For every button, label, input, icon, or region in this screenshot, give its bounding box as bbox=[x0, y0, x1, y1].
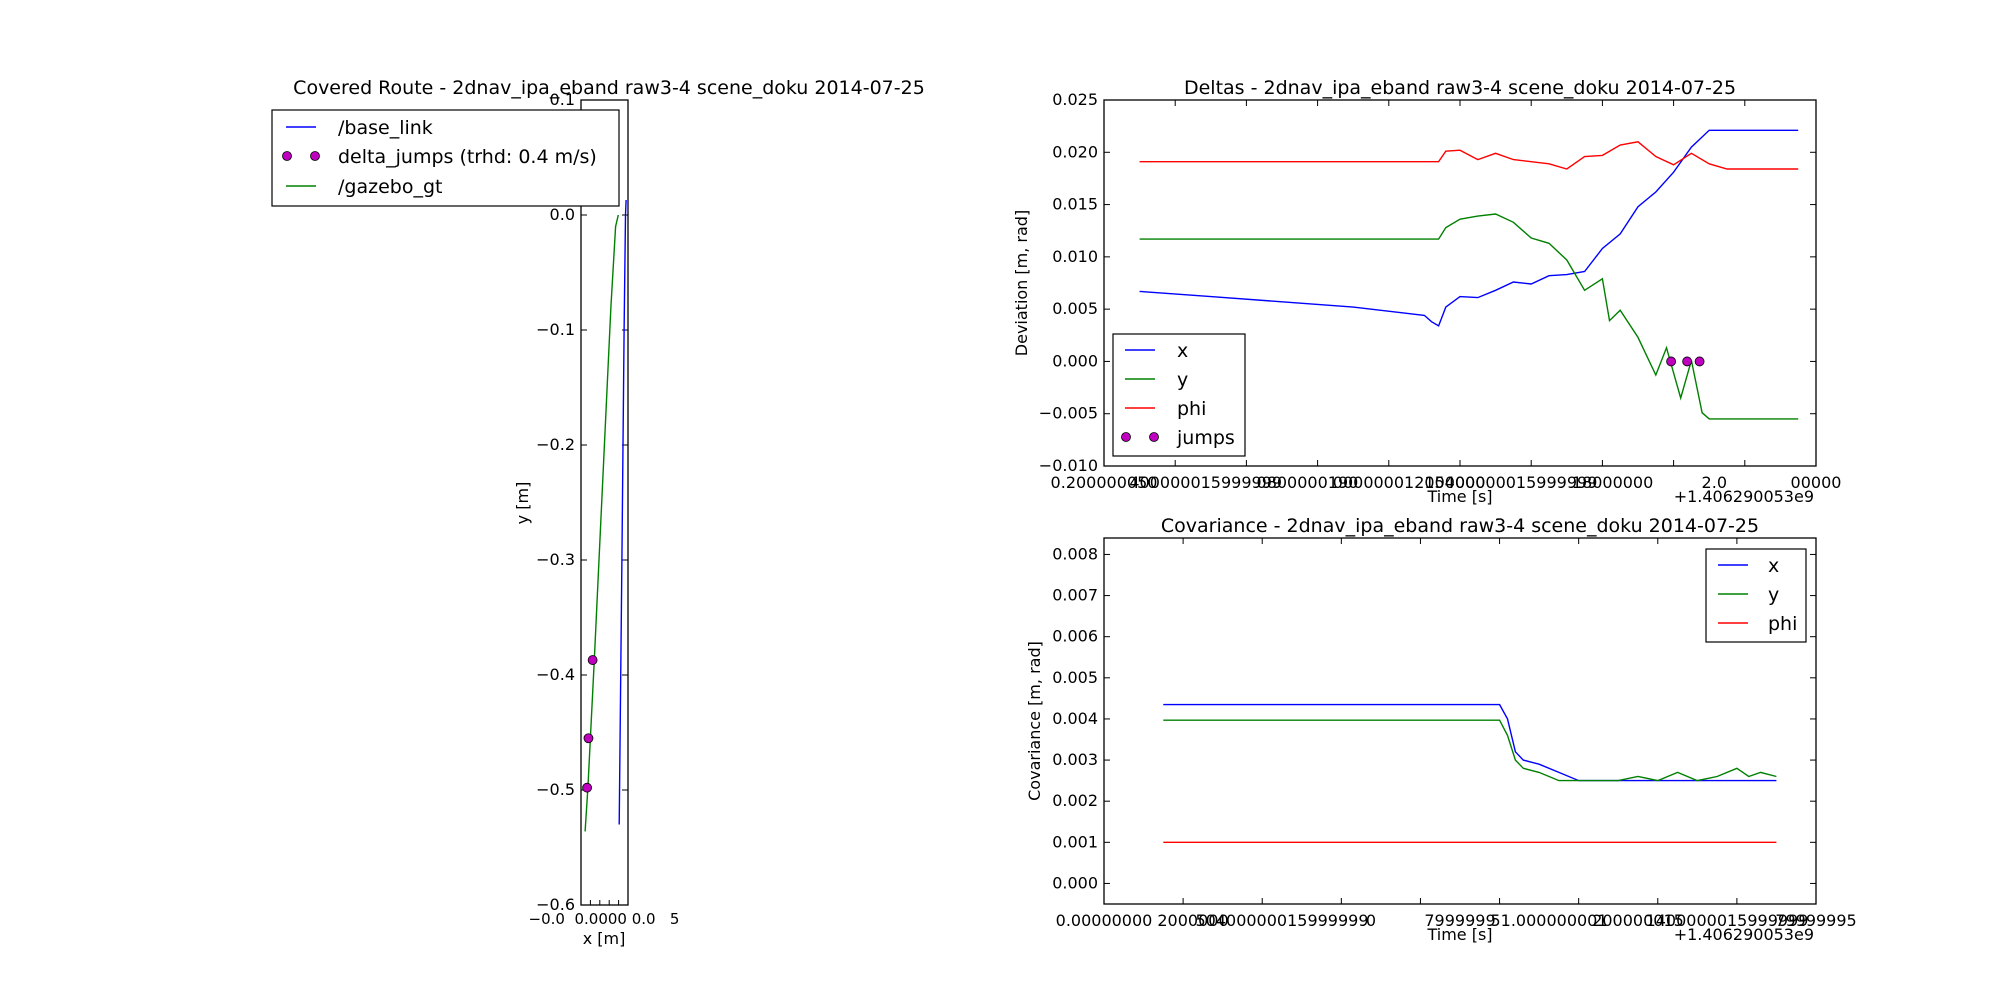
covariance-chart: Covariance - 2dnav_ipa_eband raw3-4 scen… bbox=[1025, 515, 1857, 944]
deltas-legend-label-jumps: jumps bbox=[1176, 427, 1235, 449]
deltas-offset-label: +1.406290053e9 bbox=[1674, 487, 1814, 506]
x-tick-label: 79999995 bbox=[1775, 911, 1856, 930]
y-tick-label: 0.003 bbox=[1052, 750, 1098, 769]
y-tick-label: 0.000 bbox=[1052, 873, 1098, 892]
deltas-chart-title: Deltas - 2dnav_ipa_eband raw3-4 scene_do… bbox=[1184, 77, 1736, 99]
y-tick-label: 0.020 bbox=[1052, 142, 1098, 161]
covariance-legend: x y phi bbox=[1705, 548, 1807, 643]
series-line-x bbox=[1163, 703, 1777, 782]
x-tick-label: 000000012000000 bbox=[1333, 473, 1486, 492]
y-tick-label: 0.025 bbox=[1052, 90, 1098, 109]
jump-point bbox=[587, 655, 598, 665]
x-tick-label: 2.0 bbox=[1702, 473, 1727, 492]
y-tick-label: 0.005 bbox=[1052, 299, 1098, 318]
deltas-legend-label-phi: phi bbox=[1177, 398, 1206, 420]
jump-point bbox=[1694, 356, 1705, 367]
y-tick-label: 0.002 bbox=[1052, 791, 1098, 810]
deltas-y-axis: 0.025 0.020 0.015 0.010 0.005 0.000 −0.005 −0.0… bbox=[1039, 90, 1816, 475]
route-legend-box bbox=[271, 109, 620, 207]
x-tick-label: 0800000190 bbox=[1257, 473, 1359, 492]
y-tick-label: 0.0 bbox=[550, 205, 575, 224]
route-y-axis-label: y [m] bbox=[513, 482, 532, 525]
jump-point bbox=[582, 782, 592, 793]
x-tick-label: 00000 bbox=[1791, 473, 1842, 492]
route-legend-marker-jumps-b bbox=[310, 151, 320, 161]
route-x-tick-labels: −0.0 0.0000 0.0 5 bbox=[529, 910, 680, 928]
route-x-axis-label: x [m] bbox=[583, 929, 626, 948]
y-tick-label: 0.005 bbox=[1052, 668, 1098, 687]
series-line-phi bbox=[1139, 141, 1799, 170]
series-line-y bbox=[1163, 719, 1777, 782]
deltas-x-axis: 0.20000005040000001599999908000001900000… bbox=[1051, 100, 1842, 492]
x-tick-label: 0 bbox=[1366, 911, 1376, 930]
y-tick-label: 0.007 bbox=[1052, 586, 1098, 605]
y-tick-label: 0.000 bbox=[1052, 351, 1098, 370]
x-tick-label: 2000000 bbox=[1157, 911, 1228, 930]
y-tick-label: −0.4 bbox=[536, 665, 575, 684]
covariance-chart-title: Covariance - 2dnav_ipa_eband raw3-4 scen… bbox=[1161, 515, 1759, 537]
jump-point bbox=[1666, 356, 1677, 367]
route-chart: Covered Route - 2dnav_ipa_eband raw3-4 s… bbox=[271, 77, 925, 948]
y-tick-label: 0.001 bbox=[1052, 832, 1098, 851]
deltas-legend-label-x: x bbox=[1177, 340, 1188, 362]
jump-point bbox=[583, 733, 594, 744]
covariance-legend-label-phi: phi bbox=[1768, 613, 1797, 635]
y-tick-label: 0.010 bbox=[1052, 247, 1098, 266]
covariance-x-axis-label: Time [s] bbox=[1426, 925, 1492, 944]
y-tick-label: 0.1 bbox=[550, 90, 575, 109]
y-tick-label: 0.008 bbox=[1052, 544, 1098, 563]
covariance-legend-label-x: x bbox=[1768, 555, 1779, 577]
covariance-y-axis: 0.008 0.007 0.006 0.005 0.004 0.003 0.002 0.001… bbox=[1052, 544, 1816, 892]
deltas-legend-marker-jumps-a bbox=[1121, 432, 1131, 442]
jump-point bbox=[1682, 356, 1693, 367]
x-tick-label: 7999999 bbox=[1424, 911, 1495, 930]
y-tick-label: 0.006 bbox=[1052, 627, 1098, 646]
deltas-x-axis-label: Time [s] bbox=[1426, 487, 1492, 506]
series-line-y bbox=[1139, 213, 1799, 420]
deltas-legend: x y phi jumps bbox=[1112, 333, 1246, 457]
route-chart-title: Covered Route - 2dnav_ipa_eband raw3-4 s… bbox=[293, 77, 925, 99]
y-tick-label: −0.1 bbox=[536, 320, 575, 339]
route-legend-label-base-link: /base_link bbox=[338, 117, 433, 139]
x-tick-label: 400000015999999 bbox=[1129, 473, 1282, 492]
x-tick-label: 200000015 bbox=[1592, 911, 1684, 930]
deltas-chart: Deltas - 2dnav_ipa_eband raw3-4 scene_do… bbox=[1012, 77, 1841, 506]
deltas-legend-label-y: y bbox=[1177, 369, 1188, 391]
deltas-legend-marker-jumps-b bbox=[1149, 432, 1159, 442]
y-tick-label: 0.015 bbox=[1052, 195, 1098, 214]
x-tick-label: 1400000015999999 bbox=[1646, 911, 1809, 930]
route-legend-label-jumps: delta_jumps (trhd: 0.4 m/s) bbox=[338, 146, 597, 168]
x-tick-label: 0.00000000 bbox=[1056, 911, 1153, 930]
x-tick-label: 18000000 bbox=[1572, 473, 1653, 492]
deltas-series-layer bbox=[1139, 129, 1799, 420]
series-line-base-link bbox=[618, 199, 627, 825]
route-legend-marker-jumps-a bbox=[282, 151, 292, 161]
x-tick-label: 51.000000001 bbox=[1490, 911, 1607, 930]
covariance-plot-area bbox=[1103, 537, 1817, 905]
covariance-y-axis-label: Covariance [m, rad] bbox=[1025, 641, 1044, 801]
y-tick-label: 0.004 bbox=[1052, 709, 1098, 728]
covariance-series-layer bbox=[1163, 703, 1777, 843]
y-tick-label: −0.010 bbox=[1039, 456, 1098, 475]
y-tick-label: −0.2 bbox=[536, 435, 575, 454]
route-legend-label-gazebo: /gazebo_gt bbox=[338, 176, 442, 198]
route-y-axis: 0.1 0.0 −0.1 −0.2 −0.3 −0.4 −0.5 −0.6 bbox=[536, 90, 628, 914]
route-series-layer bbox=[582, 199, 627, 832]
x-tick-label: 15400000015999999 bbox=[1424, 473, 1597, 492]
route-plot-area bbox=[580, 99, 629, 906]
covariance-offset-label: +1.406290053e9 bbox=[1674, 925, 1814, 944]
x-tick-label: 0.200000050 bbox=[1051, 473, 1158, 492]
y-tick-label: −0.005 bbox=[1039, 404, 1098, 423]
route-legend: /base_link delta_jumps (trhd: 0.4 m/s) /… bbox=[271, 109, 620, 207]
x-tick-label: 50400000015999999 bbox=[1195, 911, 1368, 930]
series-line-x bbox=[1139, 129, 1799, 327]
y-tick-label: −0.3 bbox=[536, 550, 575, 569]
deltas-y-axis-label: Deviation [m, rad] bbox=[1012, 210, 1031, 356]
y-tick-label: −0.5 bbox=[536, 780, 575, 799]
covariance-legend-label-y: y bbox=[1768, 584, 1779, 606]
y-tick-label: −0.6 bbox=[536, 895, 575, 914]
deltas-legend-box bbox=[1112, 333, 1246, 457]
